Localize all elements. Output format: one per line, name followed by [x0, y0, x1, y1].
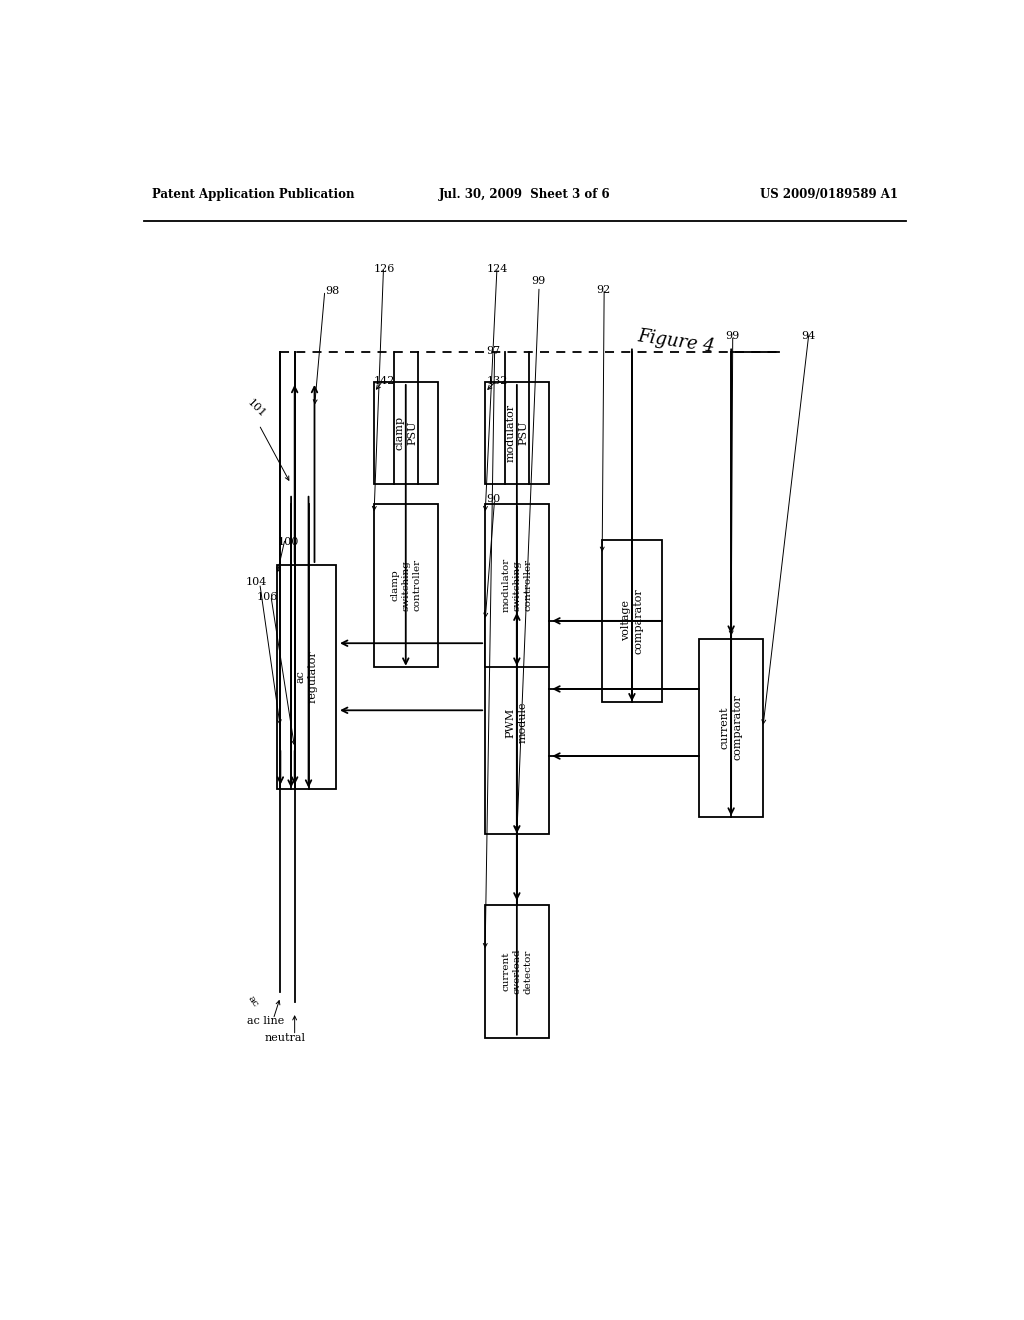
Text: 94: 94 — [801, 331, 815, 342]
Text: 104: 104 — [246, 577, 267, 587]
Text: 100: 100 — [278, 537, 299, 546]
Text: 98: 98 — [325, 285, 339, 296]
Text: Patent Application Publication: Patent Application Publication — [152, 187, 354, 201]
Text: ac
regulator: ac regulator — [295, 651, 317, 704]
Text: clamp
switching
controller: clamp switching controller — [390, 560, 421, 611]
Text: 126: 126 — [374, 264, 395, 275]
Text: modulator
PSU: modulator PSU — [506, 404, 528, 462]
Text: modulator
switching
controller: modulator switching controller — [502, 558, 532, 612]
Text: 99: 99 — [725, 331, 739, 342]
Text: 132: 132 — [486, 376, 508, 385]
Text: US 2009/0189589 A1: US 2009/0189589 A1 — [760, 187, 898, 201]
Text: PWM
module: PWM module — [506, 702, 528, 743]
Bar — [485, 381, 549, 483]
Text: 97: 97 — [486, 346, 501, 355]
Text: 99: 99 — [531, 276, 546, 286]
Text: ac line: ac line — [247, 1016, 285, 1027]
Text: 90: 90 — [486, 494, 501, 504]
Text: Jul. 30, 2009  Sheet 3 of 6: Jul. 30, 2009 Sheet 3 of 6 — [439, 187, 610, 201]
Text: 106: 106 — [257, 591, 278, 602]
Bar — [602, 540, 662, 702]
Text: 101: 101 — [246, 397, 267, 420]
Text: 142: 142 — [374, 376, 395, 385]
Text: clamp
PSU: clamp PSU — [394, 416, 417, 450]
Bar — [374, 504, 437, 667]
Text: Figure 4: Figure 4 — [636, 327, 716, 355]
Text: 124: 124 — [486, 264, 508, 275]
Bar — [485, 504, 549, 667]
Text: neutral: neutral — [264, 1032, 305, 1043]
Text: current
overload
detector: current overload detector — [502, 949, 532, 994]
Bar — [485, 906, 549, 1038]
Text: voltage
comparator: voltage comparator — [621, 587, 643, 653]
Bar — [485, 611, 549, 834]
Bar — [374, 381, 437, 483]
Bar — [276, 565, 336, 788]
Text: ac: ac — [246, 994, 260, 1008]
Text: current
comparator: current comparator — [720, 694, 742, 760]
Text: 92: 92 — [596, 285, 610, 294]
Bar — [699, 639, 763, 817]
